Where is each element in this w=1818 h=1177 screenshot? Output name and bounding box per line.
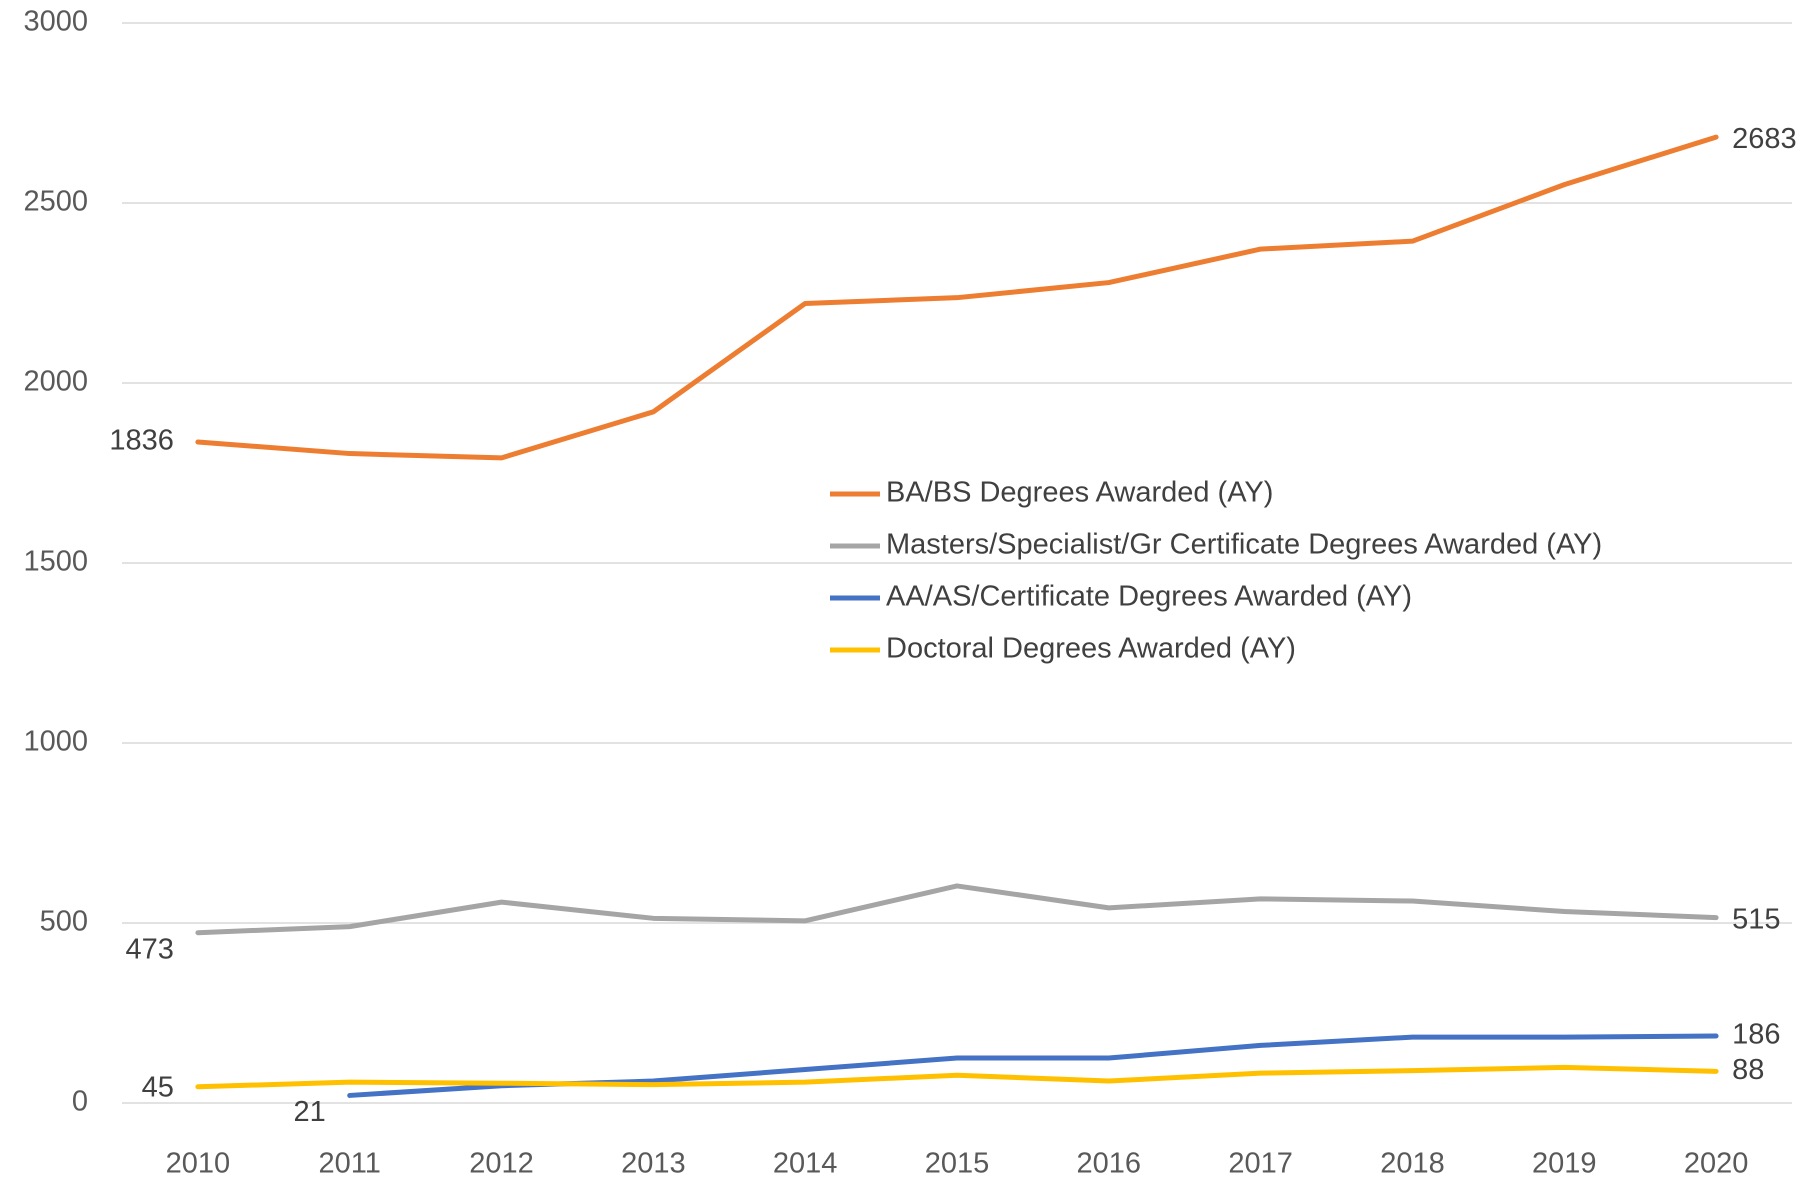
y-tick-label: 500 [40,906,88,938]
data-label: 2683 [1732,123,1797,155]
y-tick-label: 2000 [23,366,88,398]
y-tick-label: 1500 [23,546,88,578]
data-label: 45 [142,1071,174,1103]
data-label: 186 [1732,1019,1780,1051]
y-tick-label: 2500 [23,186,88,218]
legend-label: AA/AS/Certificate Degrees Awarded (AY) [886,581,1412,613]
line-series [347,1033,1719,1098]
x-tick-label: 2015 [925,1148,990,1177]
x-tick-label: 2012 [469,1148,534,1177]
data-label: 473 [126,933,174,965]
data-label: 88 [1732,1054,1764,1086]
y-tick-label: 1000 [23,726,88,758]
line-series [195,883,1719,936]
line-series [195,1064,1719,1090]
data-label: 1836 [109,425,174,457]
line-series [195,134,1719,461]
legend-label: Doctoral Degrees Awarded (AY) [886,633,1296,665]
x-tick-label: 2016 [1077,1148,1142,1177]
legend-label: BA/BS Degrees Awarded (AY) [886,477,1273,509]
x-tick-label: 2020 [1684,1148,1749,1177]
data-label: 21 [293,1096,325,1128]
legend-label: Masters/Specialist/Gr Certificate Degree… [886,529,1602,561]
x-tick-label: 2014 [773,1148,838,1177]
x-tick-label: 2019 [1532,1148,1597,1177]
x-tick-label: 2017 [1228,1148,1293,1177]
y-tick-label: 0 [72,1086,88,1118]
x-tick-label: 2010 [166,1148,231,1177]
x-tick-label: 2018 [1380,1148,1445,1177]
y-tick-label: 3000 [23,6,88,38]
x-tick-label: 2011 [319,1148,381,1177]
data-label: 515 [1732,903,1780,935]
x-tick-label: 2013 [621,1148,686,1177]
